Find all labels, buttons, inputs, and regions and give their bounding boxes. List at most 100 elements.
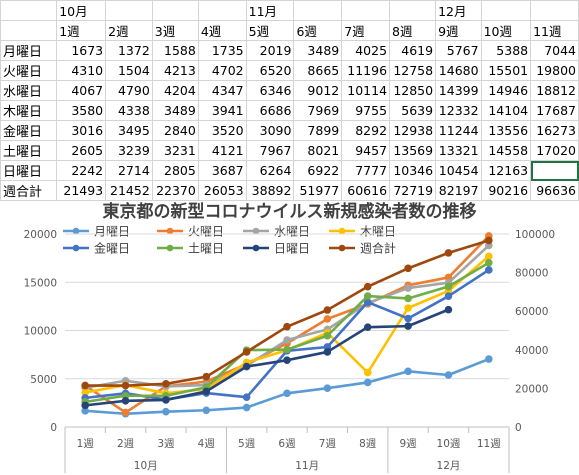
value-cell[interactable]: 4310 — [56, 60, 107, 81]
value-cell[interactable]: 14104 — [480, 100, 532, 121]
value-cell[interactable]: 8292 — [341, 120, 391, 141]
value-cell[interactable]: 8021 — [293, 140, 343, 161]
value-cell[interactable]: 21493 — [56, 180, 107, 201]
value-cell[interactable]: 12163 — [480, 160, 532, 181]
month-cell[interactable] — [530, 0, 579, 21]
value-cell[interactable]: 13569 — [389, 140, 437, 161]
value-cell[interactable]: 7967 — [245, 140, 295, 161]
value-cell[interactable]: 26053 — [197, 180, 247, 201]
value-cell[interactable]: 2019 — [245, 40, 295, 61]
value-cell[interactable]: 7044 — [530, 40, 579, 61]
value-cell[interactable]: 51977 — [293, 180, 343, 201]
value-cell[interactable]: 12938 — [389, 120, 437, 141]
value-cell[interactable]: 14946 — [480, 80, 532, 101]
value-cell[interactable]: 6922 — [293, 160, 343, 181]
value-cell[interactable]: 14680 — [435, 60, 482, 81]
value-cell[interactable]: 17020 — [530, 140, 579, 161]
value-cell[interactable]: 14399 — [435, 80, 482, 101]
value-cell[interactable]: 7969 — [293, 100, 343, 121]
value-cell[interactable]: 13556 — [480, 120, 532, 141]
value-cell[interactable]: 90216 — [480, 180, 532, 201]
month-cell[interactable] — [480, 0, 532, 21]
value-cell[interactable]: 4347 — [197, 80, 247, 101]
value-cell[interactable]: 10114 — [341, 80, 391, 101]
value-cell[interactable]: 12758 — [389, 60, 437, 81]
week-cell[interactable]: 9週 — [435, 20, 482, 41]
value-cell[interactable]: 3495 — [105, 120, 153, 141]
value-cell[interactable]: 6346 — [245, 80, 295, 101]
month-cell[interactable] — [341, 0, 391, 21]
value-cell[interactable]: 3489 — [151, 100, 199, 121]
selected-cell[interactable] — [530, 160, 579, 181]
month-cell[interactable] — [197, 0, 247, 21]
value-cell[interactable]: 12332 — [435, 100, 482, 121]
value-cell[interactable]: 10346 — [389, 160, 437, 181]
value-cell[interactable]: 7899 — [293, 120, 343, 141]
month-cell[interactable]: 12月 — [435, 0, 482, 21]
value-cell[interactable]: 5767 — [435, 40, 482, 61]
value-cell[interactable]: 9457 — [341, 140, 391, 161]
value-cell[interactable]: 3231 — [151, 140, 199, 161]
value-cell[interactable]: 3090 — [245, 120, 295, 141]
row-label-cell[interactable]: 水曜日 — [0, 80, 58, 101]
value-cell[interactable]: 19800 — [530, 60, 579, 81]
value-cell[interactable]: 6686 — [245, 100, 295, 121]
week-cell[interactable]: 7週 — [341, 20, 391, 41]
value-cell[interactable]: 38892 — [245, 180, 295, 201]
value-cell[interactable]: 1372 — [105, 40, 153, 61]
row-label-cell[interactable]: 火曜日 — [0, 60, 58, 81]
value-cell[interactable]: 14558 — [480, 140, 532, 161]
value-cell[interactable]: 1673 — [56, 40, 107, 61]
value-cell[interactable]: 2605 — [56, 140, 107, 161]
row-label-cell[interactable]: 金曜日 — [0, 120, 58, 141]
value-cell[interactable]: 8665 — [293, 60, 343, 81]
week-cell[interactable]: 5週 — [245, 20, 295, 41]
week-cell[interactable]: 2週 — [105, 20, 153, 41]
corner-cell[interactable] — [0, 0, 58, 21]
value-cell[interactable]: 1588 — [151, 40, 199, 61]
value-cell[interactable]: 4025 — [341, 40, 391, 61]
value-cell[interactable]: 9012 — [293, 80, 343, 101]
row-label-cell[interactable]: 日曜日 — [0, 160, 58, 181]
value-cell[interactable]: 10454 — [435, 160, 482, 181]
value-cell[interactable]: 18812 — [530, 80, 579, 101]
value-cell[interactable]: 3016 — [56, 120, 107, 141]
value-cell[interactable]: 9755 — [341, 100, 391, 121]
value-cell[interactable]: 3941 — [197, 100, 247, 121]
value-cell[interactable]: 1504 — [105, 60, 153, 81]
week-cell[interactable]: 3週 — [151, 20, 199, 41]
value-cell[interactable]: 5388 — [480, 40, 532, 61]
value-cell[interactable]: 11244 — [435, 120, 482, 141]
value-cell[interactable]: 82197 — [435, 180, 482, 201]
value-cell[interactable]: 11196 — [341, 60, 391, 81]
value-cell[interactable]: 5639 — [389, 100, 437, 121]
week-cell[interactable]: 1週 — [56, 20, 107, 41]
value-cell[interactable]: 3520 — [197, 120, 247, 141]
value-cell[interactable]: 13321 — [435, 140, 482, 161]
week-cell[interactable]: 10週 — [480, 20, 532, 41]
value-cell[interactable]: 4213 — [151, 60, 199, 81]
month-cell[interactable] — [151, 0, 199, 21]
week-cell[interactable]: 6週 — [293, 20, 343, 41]
week-cell[interactable]: 11週 — [530, 20, 579, 41]
value-cell[interactable]: 16273 — [530, 120, 579, 141]
value-cell[interactable]: 4702 — [197, 60, 247, 81]
value-cell[interactable]: 2805 — [151, 160, 199, 181]
value-cell[interactable]: 6520 — [245, 60, 295, 81]
value-cell[interactable]: 7777 — [341, 160, 391, 181]
row-label-cell[interactable]: 月曜日 — [0, 40, 58, 61]
value-cell[interactable]: 2714 — [105, 160, 153, 181]
month-cell[interactable]: 10月 — [56, 0, 107, 21]
value-cell[interactable]: 4790 — [105, 80, 153, 101]
value-cell[interactable]: 2242 — [56, 160, 107, 181]
row-label-cell[interactable]: 週合計 — [0, 180, 58, 201]
month-cell[interactable] — [389, 0, 437, 21]
value-cell[interactable]: 12850 — [389, 80, 437, 101]
value-cell[interactable]: 3239 — [105, 140, 153, 161]
value-cell[interactable]: 2840 — [151, 120, 199, 141]
value-cell[interactable]: 4338 — [105, 100, 153, 121]
value-cell[interactable]: 15501 — [480, 60, 532, 81]
value-cell[interactable]: 22370 — [151, 180, 199, 201]
value-cell[interactable]: 3580 — [56, 100, 107, 121]
